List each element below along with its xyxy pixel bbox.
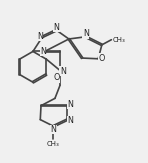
Text: CH₃: CH₃ bbox=[113, 37, 125, 43]
Text: N: N bbox=[37, 32, 43, 41]
Text: N: N bbox=[68, 100, 74, 109]
Text: N: N bbox=[53, 23, 59, 32]
Text: N: N bbox=[83, 29, 89, 38]
Text: CH₃: CH₃ bbox=[47, 141, 60, 147]
Text: N: N bbox=[60, 67, 66, 76]
Text: O: O bbox=[54, 73, 60, 82]
Text: O: O bbox=[98, 53, 105, 63]
Text: N: N bbox=[50, 125, 56, 134]
Text: N: N bbox=[40, 47, 46, 56]
Text: N: N bbox=[68, 116, 74, 125]
